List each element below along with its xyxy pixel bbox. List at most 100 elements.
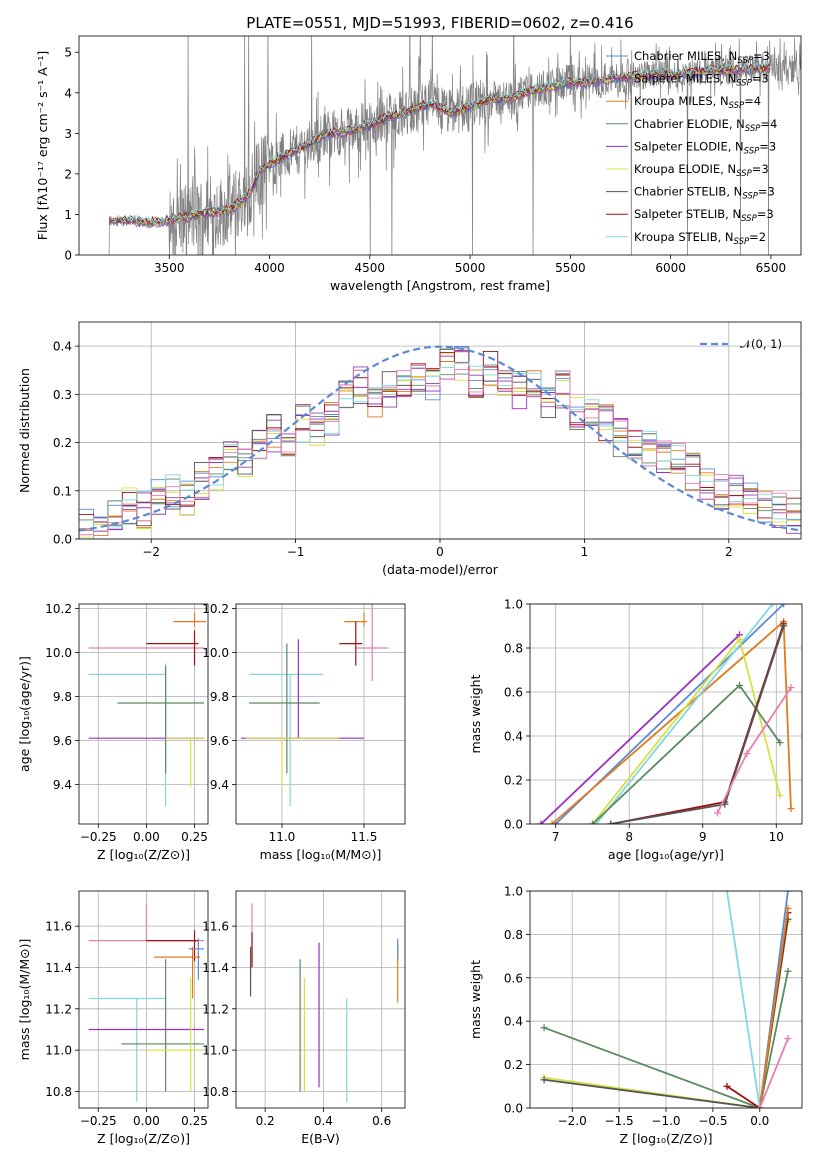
x-tick-label: 7 bbox=[552, 830, 560, 844]
x-tick-label: 5500 bbox=[555, 261, 586, 275]
x-tick-label: 0.25 bbox=[181, 830, 208, 844]
x-tick-label: −0.25 bbox=[80, 1114, 117, 1128]
x-axis-label: Z [log₁₀(Z/Z⊙)] bbox=[620, 1131, 713, 1146]
plot-area bbox=[537, 604, 795, 824]
x-axis-label: Z [log₁₀(Z/Z⊙)] bbox=[97, 1131, 190, 1146]
series-line bbox=[726, 912, 789, 1108]
x-axis-label: E(B-V) bbox=[301, 1131, 340, 1146]
legend-entry: Chabrier MILES, NSSP=3 bbox=[634, 49, 770, 66]
legend-entry: Salpeter STELIB, NSSP=3 bbox=[634, 207, 774, 224]
residual-histogram-panel: −2 −1 0 1 2 0.0 0.1 0.2 0.3 0.4 (data-model)/error… bbox=[17, 321, 802, 577]
x-tick-label: 5000 bbox=[455, 261, 486, 275]
x-tick-label: 3500 bbox=[154, 261, 185, 275]
data-point bbox=[240, 639, 364, 739]
y-tick-label: 5 bbox=[64, 46, 72, 60]
series-marker bbox=[540, 1024, 548, 1032]
series-marker bbox=[787, 805, 795, 813]
x-tick-label: 11.0 bbox=[269, 830, 296, 844]
series-marker bbox=[713, 809, 721, 817]
series-marker bbox=[548, 820, 556, 824]
y-tick-label: 0.6 bbox=[504, 686, 523, 700]
y-tick-label: 0.6 bbox=[504, 971, 523, 985]
legend-entry: Kroupa MILES, NSSP=4 bbox=[634, 94, 761, 111]
y-tick-label: 9.8 bbox=[210, 690, 229, 704]
x-tick-label: 2 bbox=[725, 545, 733, 559]
series-line bbox=[543, 971, 789, 1108]
plot-area bbox=[108, 36, 801, 255]
x-tick-label: 0.00 bbox=[133, 830, 160, 844]
y-tick-label: 10.8 bbox=[202, 1085, 229, 1099]
y-tick-label: 9.6 bbox=[210, 734, 229, 748]
data-point bbox=[121, 959, 205, 1092]
data-point bbox=[173, 612, 207, 626]
plot-area bbox=[540, 891, 792, 1108]
series-marker bbox=[736, 635, 744, 643]
series-marker bbox=[743, 750, 751, 758]
y-tick-label: 10.0 bbox=[202, 646, 229, 660]
x-tick-label: 8 bbox=[625, 830, 633, 844]
x-tick-label: −1 bbox=[287, 545, 305, 559]
y-tick-label: 10.0 bbox=[45, 646, 72, 660]
y-tick-label: 1.0 bbox=[504, 885, 523, 899]
y-axis-label: Flux [fλ10⁻¹⁷ erg cm⁻² s⁻¹ A⁻¹] bbox=[35, 51, 50, 240]
axes-frame bbox=[78, 321, 802, 540]
series-marker bbox=[784, 904, 792, 912]
mass-vs-extinction-panel: 0.2 0.4 0.6 10.8 11.0 11.2 11.4 11.6 E(B-V) bbox=[202, 890, 406, 1146]
histogram-salpeter_stelib bbox=[79, 350, 801, 523]
data-point bbox=[117, 665, 205, 774]
y-tick-label: 0.0 bbox=[504, 1102, 523, 1116]
model-spectrum-kroupa_stelib bbox=[108, 61, 771, 225]
legend-entry: Kroupa STELIB, NSSP=2 bbox=[634, 230, 766, 247]
series-marker bbox=[780, 604, 788, 608]
data-point bbox=[88, 997, 166, 1102]
series-marker bbox=[784, 967, 792, 975]
legend-entry: Chabrier STELIB, NSSP=3 bbox=[634, 185, 775, 202]
x-tick-label: 6000 bbox=[655, 261, 686, 275]
y-tick-label: 0.1 bbox=[53, 484, 72, 498]
y-tick-label: 9.4 bbox=[210, 778, 229, 792]
series-marker bbox=[736, 681, 744, 689]
mass-weight-vs-age-panel: 7 8 9 10 0.0 0.2 0.4 0.6 0.8 1.0 age [log₁₀(age/yr… bbox=[468, 598, 803, 862]
y-tick-label: 0.8 bbox=[504, 928, 523, 942]
y-tick-label: 11.0 bbox=[45, 1044, 72, 1058]
y-tick-label: 11.2 bbox=[202, 1002, 229, 1016]
age-vs-metallicity-panel: −0.25 0.00 0.25 9.4 9.6 9.8 10.0 10.2 Z [log₁₀(Z… bbox=[17, 602, 209, 862]
chart-title: PLATE=0551, MJD=51993, FIBERID=0602, z=0… bbox=[246, 14, 633, 32]
y-tick-label: 0.2 bbox=[53, 436, 72, 450]
data-point bbox=[355, 604, 389, 681]
normal-curve bbox=[79, 345, 801, 532]
y-axis-label: mass weight bbox=[468, 674, 483, 753]
x-axis-label: mass [log₁₀(M/M⊙)] bbox=[260, 847, 382, 862]
y-tick-label: 2 bbox=[64, 167, 72, 181]
series-marker bbox=[723, 891, 731, 895]
y-tick-label: 11.2 bbox=[45, 1002, 72, 1016]
legend-entry: 𝒩(0, 1) bbox=[740, 337, 782, 351]
series-marker bbox=[537, 820, 545, 824]
y-tick-label: 10.2 bbox=[45, 602, 72, 616]
y-tick-label: 4 bbox=[64, 86, 72, 100]
series-line bbox=[758, 1038, 789, 1108]
x-tick-label: −1.5 bbox=[605, 1114, 634, 1128]
data-point bbox=[188, 938, 205, 980]
series-line bbox=[551, 619, 792, 824]
axes-frame bbox=[529, 890, 803, 1109]
x-tick-label: −2 bbox=[142, 545, 160, 559]
y-tick-label: 0.2 bbox=[504, 1058, 523, 1072]
axes-frame bbox=[235, 603, 406, 825]
y-tick-label: 0 bbox=[64, 249, 72, 263]
x-axis-label: (data-model)/error bbox=[382, 562, 499, 577]
y-tick-label: 0.0 bbox=[53, 533, 72, 547]
y-tick-label: 9.4 bbox=[53, 778, 72, 792]
data-point bbox=[88, 903, 205, 942]
y-tick-label: 0.4 bbox=[53, 340, 72, 354]
plot-area bbox=[249, 903, 399, 1102]
series-marker bbox=[607, 820, 615, 824]
histogram-kroupa_stelib bbox=[79, 361, 801, 539]
x-tick-label: 11.5 bbox=[351, 830, 378, 844]
data-point bbox=[339, 621, 363, 666]
y-tick-label: 9.6 bbox=[53, 734, 72, 748]
data-point bbox=[146, 977, 201, 1092]
axes-frame bbox=[529, 603, 803, 825]
x-axis-label: Z [log₁₀(Z/Z⊙)] bbox=[97, 847, 190, 862]
y-tick-label: 0.3 bbox=[53, 388, 72, 402]
